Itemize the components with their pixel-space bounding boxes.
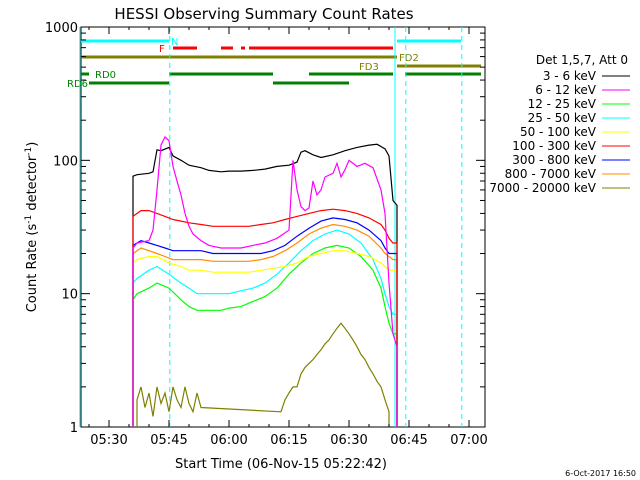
- series-line-1: [132, 135, 398, 427]
- flag-label-FD3: FD3: [359, 62, 379, 73]
- y-tick-label-3: 1000: [45, 21, 78, 36]
- x-tick-label-3: 06:15: [270, 433, 307, 448]
- series-line-4: [132, 250, 398, 427]
- legend-label-6: 300 - 800 keV: [512, 153, 596, 167]
- legend-title: Det 1,5,7, Att 0: [536, 53, 628, 67]
- y-tick-label-0: 1: [70, 421, 78, 436]
- legend-label-3: 25 - 50 keV: [528, 111, 597, 125]
- series-line-3: [132, 229, 398, 427]
- x-tick-label-1: 05:45: [150, 433, 187, 448]
- legend-label-0: 3 - 6 keV: [543, 69, 597, 83]
- y-axis-label-mid: detector: [25, 155, 40, 215]
- series-line-7: [132, 223, 398, 427]
- y-axis-label-prefix: Count Rate (s: [25, 224, 40, 313]
- x-axis-label: Start Time (06-Nov-15 05:22:42): [175, 457, 387, 472]
- legend-label-2: 12 - 25 keV: [528, 97, 597, 111]
- series-line-6: [132, 217, 398, 427]
- flag-label-RD6: RD6: [67, 79, 88, 90]
- legend-label-1: 6 - 12 keV: [535, 83, 597, 97]
- observing-flags: NF FD2 FD3 RD0 RD6: [67, 37, 481, 90]
- series-line-0: [132, 143, 398, 427]
- flag-label-RD0: RD0: [95, 70, 116, 81]
- series-line-5: [132, 208, 398, 427]
- x-tick-label-0: 05:30: [90, 433, 127, 448]
- flag-label-N: N: [171, 37, 178, 48]
- legend-label-4: 50 - 100 keV: [520, 125, 597, 139]
- eclipse-lines: [79, 27, 463, 427]
- flag-label-FD2: FD2: [399, 53, 419, 64]
- x-tick-label-5: 06:45: [390, 433, 427, 448]
- x-tick-label-2: 06:00: [210, 433, 247, 448]
- series-line-2: [132, 244, 398, 427]
- x-tick-label-6: 07:00: [450, 433, 487, 448]
- footer-timestamp: 6-Oct-2017 16:50: [565, 469, 636, 478]
- legend-label-8: 7000 - 20000 keV: [489, 181, 596, 195]
- chart-title: HESSI Observing Summary Count Rates: [114, 5, 413, 23]
- series-line-8: [136, 322, 390, 427]
- legend-label-7: 800 - 7000 keV: [505, 167, 597, 181]
- y-axis-label: Count Rate (s-1 detector-1): [24, 142, 40, 313]
- y-tick-label-1: 10: [61, 288, 78, 303]
- x-tick-label-4: 06:30: [330, 433, 367, 448]
- axis-ticks: 05:30 05:45 06:00 06:15 06:30 06:45 07:00 1 10 10…: [45, 21, 488, 448]
- series-lines: [132, 135, 398, 427]
- y-axis-label-suffix: ): [25, 142, 40, 147]
- y-tick-label-2: 100: [53, 154, 78, 169]
- plot-frame: [80, 26, 486, 428]
- y-axis-label-sup: -1: [24, 215, 34, 224]
- legend-label-5: 100 - 300 keV: [512, 139, 596, 153]
- flag-label-F: F: [159, 44, 165, 55]
- y-axis-label-sup2: -1: [24, 147, 34, 156]
